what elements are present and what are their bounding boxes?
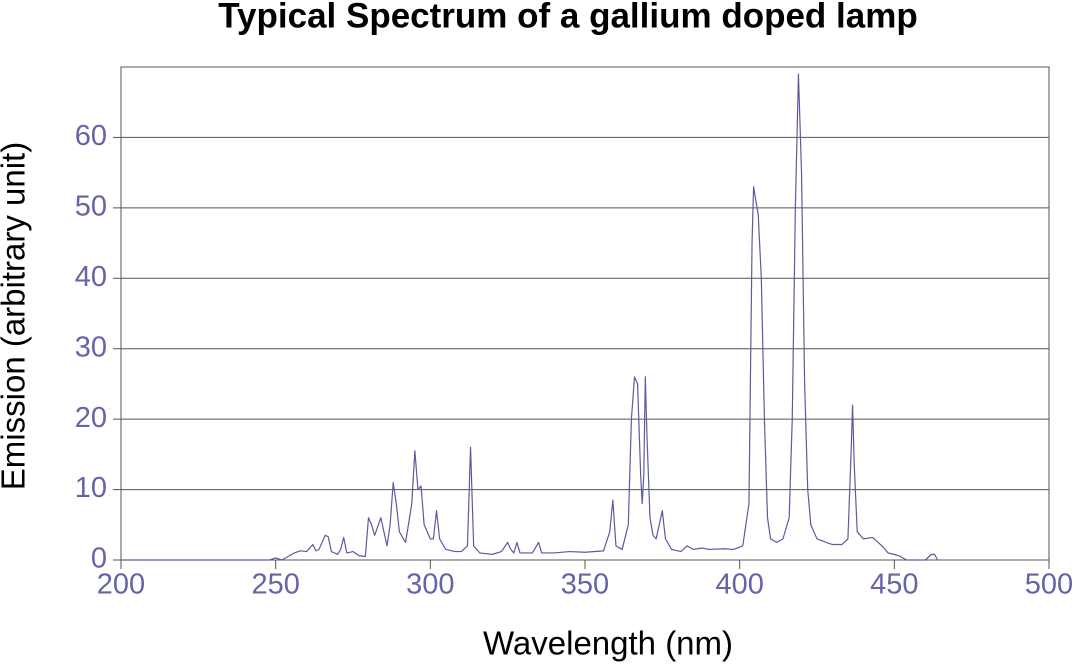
x-tick-label: 400 (715, 569, 763, 601)
y-tick-label: 50 (75, 191, 107, 223)
chart-title: Typical Spectrum of a gallium doped lamp (218, 0, 917, 35)
x-axis-label: Wavelength (nm) (483, 625, 733, 662)
y-tick-label: 20 (75, 402, 107, 434)
y-tick-label: 40 (75, 261, 107, 293)
y-tick-label: 60 (75, 120, 107, 152)
x-tick-label: 200 (97, 569, 145, 601)
plot-frame (120, 66, 1050, 561)
x-tick-label: 250 (251, 569, 299, 601)
spectrum-line (121, 73, 939, 561)
y-tick-label: 0 (91, 543, 107, 575)
y-axis-label: Emission (arbitrary unit) (0, 142, 32, 490)
x-tick-label: 350 (561, 569, 609, 601)
x-tick-label: 500 (1025, 569, 1073, 601)
x-tick-label: 450 (870, 569, 918, 601)
y-tick-label: 10 (75, 472, 107, 504)
y-tick-label: 30 (75, 331, 107, 363)
x-tick-label: 300 (406, 569, 454, 601)
